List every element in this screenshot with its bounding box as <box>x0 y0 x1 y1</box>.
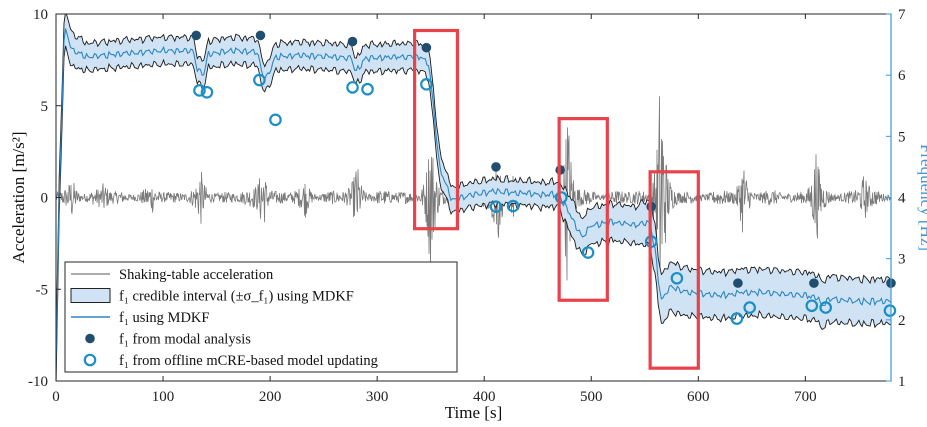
mcre-point <box>554 191 568 204</box>
highlight-box <box>557 116 609 302</box>
legend-swatch-mcre <box>83 353 97 367</box>
legend-box <box>64 261 458 373</box>
legend-label: f₁ using MDKF <box>119 310 209 326</box>
mcre-point <box>506 199 520 213</box>
y-right-tick-label: 4 <box>898 191 906 207</box>
x-tick-label: 700 <box>794 389 817 405</box>
y-left-tick-label: 10 <box>33 7 48 23</box>
mcre-point <box>743 301 756 314</box>
mcre-point <box>200 85 214 99</box>
legend-swatch-interval <box>70 288 111 303</box>
mcre-point <box>819 301 832 314</box>
y-right-tick-label: 5 <box>898 129 906 145</box>
x-tick-label: 200 <box>259 389 282 405</box>
legend: Shaking-table acceleration f₁ credible in… <box>64 261 458 373</box>
x-axis-label: Time [s] <box>445 403 502 422</box>
chart-marks <box>56 14 897 381</box>
y-right-tick-label: 2 <box>898 313 906 329</box>
y-right-axis-label: Frequency [Hz] <box>917 144 927 251</box>
highlight-box <box>648 170 700 370</box>
mcre-point <box>253 73 266 87</box>
mcre-point <box>883 304 897 317</box>
mcre-point <box>269 113 282 127</box>
legend-label: Shaking-table acceleration <box>119 267 274 283</box>
modal-analysis-point <box>421 42 432 53</box>
mdkf-f1-line <box>56 28 891 370</box>
highlight-box <box>413 28 460 231</box>
y-right-tick-label: 1 <box>898 374 906 390</box>
legend-label: f₁ from modal analysis <box>119 332 251 348</box>
mcre-point <box>670 271 684 285</box>
modal-analysis-point <box>809 278 819 288</box>
credible-interval-lower <box>56 45 891 381</box>
y-left-tick-label: 5 <box>41 99 49 115</box>
y-left-tick-label: 0 <box>41 191 49 207</box>
y-right-tick-label: 6 <box>898 68 906 84</box>
mcre-point <box>489 200 503 213</box>
x-tick-label: 100 <box>152 389 175 405</box>
y-left-axis-label: Acceleration [m/s²] <box>9 131 28 263</box>
mcre-point <box>346 81 359 94</box>
mcre-point <box>420 78 433 91</box>
x-tick-label: 600 <box>687 389 710 405</box>
mcre-point <box>805 299 819 313</box>
y-left-tick-label: -10 <box>28 374 48 390</box>
modal-analysis-point <box>191 30 202 41</box>
y-left-tick-label: -5 <box>36 282 49 298</box>
modal-analysis-point <box>347 36 358 47</box>
y-right-tick-label: 7 <box>898 7 906 23</box>
mcre-point <box>581 246 595 259</box>
x-tick-label: 500 <box>580 389 603 405</box>
legend-swatch-modal <box>85 333 95 344</box>
credible-interval-upper <box>56 14 891 351</box>
x-tick-label: 0 <box>52 389 60 405</box>
modal-analysis-point <box>733 278 743 288</box>
mcre-point <box>361 82 374 96</box>
mcre-point <box>730 312 744 325</box>
legend-label: f₁ credible interval (±σ_f₁) using MDKF <box>119 289 354 305</box>
axes: 0 100 200 300 400 500 600 700 10 5 0 -5 -10 7 6 5 4 3 2 1 Ti… <box>9 7 927 422</box>
legend-label: f₁ from offline mCRE-based model updatin… <box>119 353 378 369</box>
y-right-tick-label: 3 <box>898 252 906 268</box>
x-tick-label: 300 <box>366 389 389 405</box>
mcre-point <box>193 84 206 97</box>
x-tick-label: 400 <box>473 389 496 405</box>
modal-analysis-point <box>491 162 501 172</box>
modal-analysis-point <box>255 30 266 41</box>
